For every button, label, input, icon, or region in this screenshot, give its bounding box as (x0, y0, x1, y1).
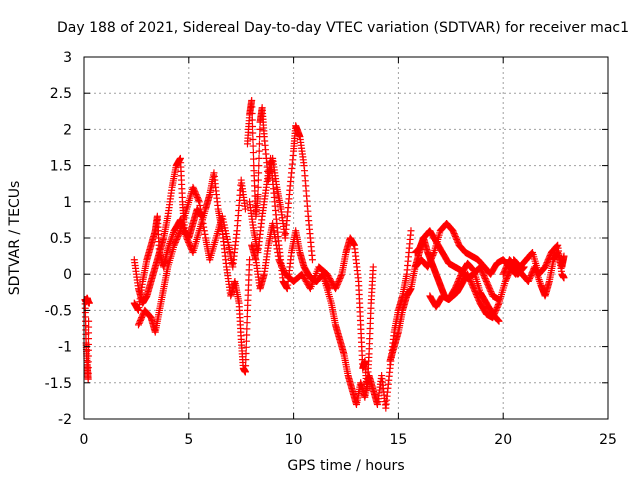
data-point (200, 223, 208, 231)
x-tick-label: 25 (599, 432, 617, 448)
data-point (198, 216, 206, 224)
grid-layer (84, 57, 608, 419)
data-point (429, 250, 437, 258)
data-point (308, 256, 316, 264)
data-point (248, 96, 256, 104)
data-point (407, 227, 415, 235)
data-point (242, 356, 250, 364)
data-point (255, 140, 263, 148)
data-point (243, 313, 251, 321)
y-tick-label: 2 (63, 122, 72, 138)
data-point (195, 196, 203, 204)
data-point (242, 343, 250, 351)
data-point (269, 220, 277, 228)
y-tick-label: 2.5 (50, 86, 72, 102)
data-point (197, 205, 205, 213)
y-axis-label: SDTVAR / TECUs (7, 181, 23, 296)
data-point (255, 169, 263, 177)
data-point (249, 149, 257, 157)
data-point (272, 241, 280, 249)
data-point (198, 212, 206, 220)
y-tick-label: 0 (63, 267, 72, 283)
data-point (241, 368, 249, 376)
data-point (250, 155, 258, 163)
data-point (271, 230, 279, 238)
data-point (560, 274, 568, 282)
data-point (243, 325, 251, 333)
data-point (248, 103, 256, 111)
data-point (197, 209, 205, 217)
data-point (195, 198, 203, 206)
data-point (254, 191, 262, 199)
x-tick-label: 5 (184, 432, 193, 448)
data-point (248, 109, 256, 117)
data-point (242, 349, 250, 357)
data-point (243, 319, 251, 327)
data-point (196, 201, 204, 209)
data-point (528, 249, 536, 257)
data-point (494, 316, 502, 324)
data-point (254, 176, 262, 184)
x-tick-label: 10 (285, 432, 303, 448)
data-point (243, 331, 251, 339)
y-tick-label: -2 (58, 412, 72, 428)
data-point (511, 269, 519, 277)
data-point (255, 162, 263, 170)
data-point (241, 205, 249, 213)
data-point (369, 263, 377, 271)
data-point (512, 270, 520, 278)
data-point (201, 230, 209, 238)
data-point (255, 147, 263, 155)
data-point (249, 142, 257, 150)
data-point (273, 245, 281, 253)
data-point (269, 223, 277, 231)
y-tick-label: 3 (63, 50, 72, 66)
data-point (249, 123, 257, 131)
data-point (469, 265, 477, 273)
axis-ticks: 0 5 10 15 20 25 -2 -1.5 -1 -0.5 0 0.5 1 1.5 2 2.5 3 (45, 50, 617, 448)
data-point (176, 228, 184, 236)
data-point (271, 234, 279, 242)
data-point (248, 116, 256, 124)
data-point (274, 248, 282, 256)
data-point (337, 272, 345, 280)
data-point (199, 220, 207, 228)
data-point (242, 337, 250, 345)
x-axis-label: GPS time / hours (287, 458, 404, 474)
data-point (272, 238, 280, 246)
y-tick-label: -1 (58, 340, 72, 356)
x-tick-label: 0 (80, 432, 89, 448)
x-tick-label: 15 (389, 432, 407, 448)
data-point (560, 252, 568, 260)
data-point (495, 317, 503, 325)
data-point (270, 227, 278, 235)
data-point (552, 243, 560, 251)
y-tick-label: 1.5 (50, 159, 72, 175)
y-tick-label: -1.5 (45, 376, 72, 392)
data-point (200, 227, 208, 235)
data-point (255, 154, 263, 162)
chart-title: Day 188 of 2021, Sidereal Day-to-day VTE… (57, 20, 629, 36)
data-point (249, 129, 257, 137)
data-point (242, 362, 250, 370)
data-point (274, 252, 282, 260)
data-marks (81, 96, 568, 412)
data-point (249, 136, 257, 144)
data-point (85, 299, 93, 307)
data-point (495, 296, 503, 304)
y-tick-label: 0.5 (50, 231, 72, 247)
data-point (256, 125, 264, 133)
y-tick-label: 1 (63, 195, 72, 211)
data-point (494, 317, 502, 325)
data-point (511, 269, 519, 277)
data-point (85, 317, 93, 325)
data-point (246, 256, 254, 264)
x-tick-label: 20 (494, 432, 512, 448)
y-tick-label: -0.5 (45, 303, 72, 319)
data-point (254, 183, 262, 191)
